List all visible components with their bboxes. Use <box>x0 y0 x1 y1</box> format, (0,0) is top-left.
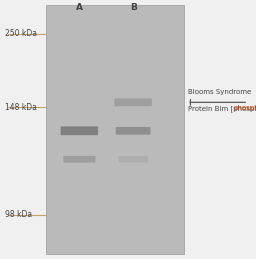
FancyBboxPatch shape <box>114 98 152 106</box>
Text: phospho: phospho <box>233 105 256 111</box>
Bar <box>46 5 184 254</box>
Text: Blooms Syndrome: Blooms Syndrome <box>188 89 251 95</box>
Text: Protein Blm [phospho  Thr99]: Protein Blm [phospho Thr99] <box>188 105 256 112</box>
FancyBboxPatch shape <box>63 156 95 163</box>
Text: 148 kDa: 148 kDa <box>5 103 37 112</box>
Text: B: B <box>130 3 136 12</box>
FancyBboxPatch shape <box>118 156 148 162</box>
Text: A: A <box>76 3 83 12</box>
Text: 98 kDa: 98 kDa <box>5 211 32 219</box>
Text: 250 kDa: 250 kDa <box>5 29 37 38</box>
FancyBboxPatch shape <box>116 127 151 135</box>
FancyBboxPatch shape <box>61 126 98 135</box>
